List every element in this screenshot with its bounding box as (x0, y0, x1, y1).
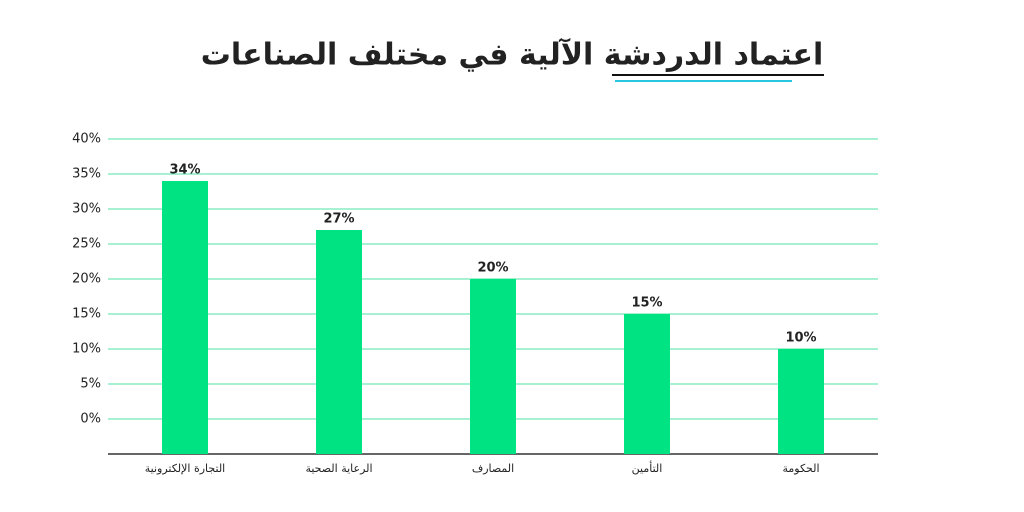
x-tick-label: المصارف (472, 462, 514, 475)
value-label: 15% (631, 296, 662, 311)
x-tick-label: الحكومة (782, 462, 819, 475)
y-tick-label: 40% (72, 132, 101, 147)
y-tick-label: 15% (72, 307, 101, 322)
chart-title: اعتماد الدردشة الآلية في مختلف الصناعات (201, 38, 824, 73)
y-tick-label: 30% (72, 202, 101, 217)
y-tick-label: 0% (80, 412, 101, 427)
value-label: 27% (323, 212, 354, 227)
x-tick-label: التأمين (632, 460, 663, 475)
y-tick-label: 20% (72, 272, 101, 287)
bar (316, 230, 362, 454)
y-tick-label: 25% (72, 237, 101, 252)
value-label: 20% (477, 261, 508, 276)
y-tick-label: 5% (80, 377, 101, 392)
x-tick-label: التجارة الإلكترونية (145, 462, 226, 475)
bar (162, 181, 208, 454)
value-label: 34% (169, 163, 200, 178)
bar (470, 279, 516, 454)
y-tick-label: 35% (72, 167, 101, 182)
bar (624, 314, 670, 454)
bar (778, 349, 824, 454)
value-label: 10% (785, 331, 816, 346)
x-tick-label: الرعاية الصحية (305, 462, 372, 475)
y-tick-label: 10% (72, 342, 101, 357)
